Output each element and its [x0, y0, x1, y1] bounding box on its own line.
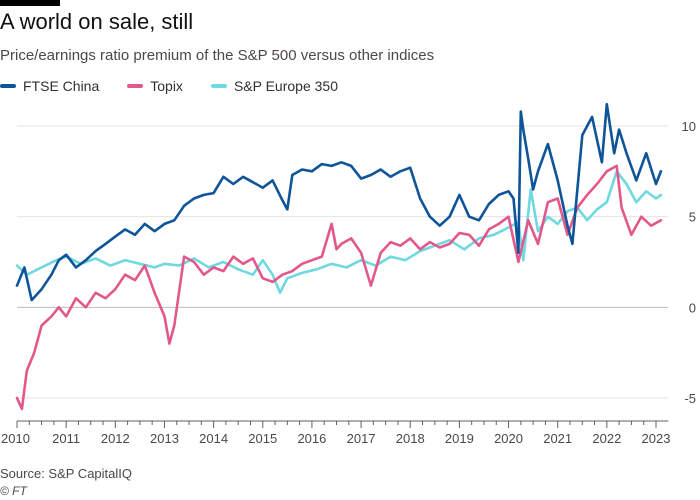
x-tick-label-1: 2011 [52, 431, 80, 446]
source-note: Source: S&P CapitalIQ [0, 466, 132, 481]
y-tick-label-2: 0 [689, 300, 696, 315]
x-axis: 2010 2011 2012 2013 2014 2015 2016 2017 2018 2019… [1, 420, 671, 446]
x-tick-label-0: 2010 [1, 431, 30, 446]
x-tick-label-12: 2022 [592, 431, 621, 446]
y-tick-label-1: 5 [689, 210, 696, 225]
x-tick-label-3: 2013 [150, 431, 179, 446]
y-tick-label-3: -5 [684, 391, 696, 406]
page-title: A world on sale, still [0, 9, 194, 34]
y-tick-label-0: 10 [682, 119, 696, 134]
x-tick-label-11: 2021 [543, 431, 572, 446]
legend-label-topix: Topix [150, 78, 183, 94]
top-accent-bar [0, 0, 60, 6]
legend-swatch-ftse-china [0, 84, 16, 88]
legend-label-sp-europe-350: S&P Europe 350 [233, 78, 338, 94]
x-tick-label-8: 2018 [396, 431, 425, 446]
legend: FTSE China Topix S&P Europe 350 [0, 78, 366, 94]
legend-label-ftse-china: FTSE China [23, 78, 100, 94]
x-tick-label-6: 2016 [297, 431, 326, 446]
x-tick-label-4: 2014 [199, 431, 228, 446]
series-line-1 [15, 164, 663, 411]
grid-lines [17, 125, 668, 399]
x-tick-label-13: 2023 [642, 431, 671, 446]
legend-item-topix: Topix [127, 78, 183, 94]
credit-note: © FT [0, 484, 27, 498]
legend-item-sp-europe-350: S&P Europe 350 [210, 78, 338, 94]
series-line-0 [15, 102, 663, 302]
legend-swatch-topix [127, 84, 144, 88]
series-line-2 [15, 170, 663, 295]
x-tick-label-5: 2015 [248, 431, 277, 446]
legend-swatch-sp-europe-350 [210, 84, 227, 88]
x-tick-label-9: 2019 [445, 431, 474, 446]
x-tick-label-2: 2012 [101, 431, 130, 446]
legend-item-ftse-china: FTSE China [0, 78, 99, 94]
y-axis-labels: 10 5 0 -5 [682, 119, 696, 406]
x-tick-label-10: 2020 [494, 431, 523, 446]
series-lines [15, 102, 663, 411]
x-tick-label-7: 2017 [347, 431, 376, 446]
page-subtitle: Price/earnings ratio premium of the S&P … [0, 47, 435, 64]
